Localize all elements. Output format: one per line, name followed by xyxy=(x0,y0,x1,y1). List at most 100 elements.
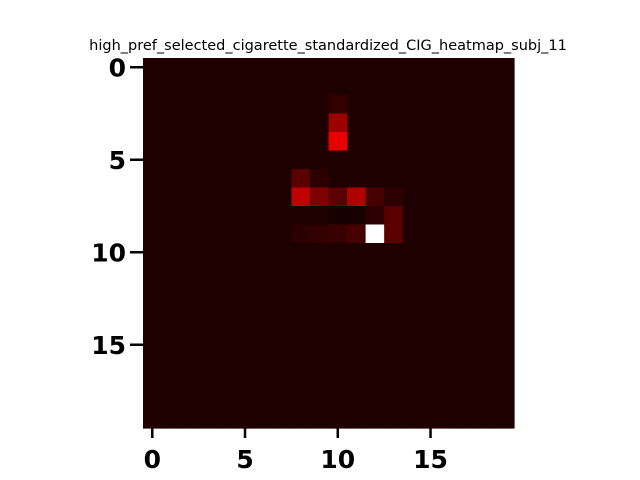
heatmap-cell xyxy=(476,169,497,189)
heatmap-cell xyxy=(421,335,441,355)
heatmap-cell xyxy=(328,132,348,152)
heatmap-cell xyxy=(439,76,459,96)
heatmap-cell xyxy=(272,58,292,78)
heatmap-cell xyxy=(476,132,497,152)
heatmap-cell xyxy=(143,187,163,207)
heatmap-cell xyxy=(217,76,237,96)
heatmap-cell xyxy=(384,132,404,152)
heatmap-cell xyxy=(235,95,255,115)
heatmap-cell xyxy=(180,354,200,374)
heatmap-cell xyxy=(402,150,422,170)
heatmap-cell xyxy=(217,224,237,244)
heatmap-cell xyxy=(495,354,515,374)
heatmap-cell xyxy=(235,113,255,133)
heatmap-cell xyxy=(254,409,274,429)
heatmap-cell xyxy=(384,298,404,318)
heatmap-cell xyxy=(421,372,441,392)
heatmap-cell xyxy=(384,150,404,170)
heatmap-cell xyxy=(235,354,255,374)
heatmap-cell xyxy=(272,76,292,96)
heatmap-cell xyxy=(421,354,441,374)
chart-title: high_pref_selected_cigarette_standardize… xyxy=(89,38,567,54)
heatmap-cell xyxy=(309,372,330,392)
heatmap-cell xyxy=(235,372,255,392)
heatmap-cell xyxy=(421,76,441,96)
heatmap-cell xyxy=(291,95,311,115)
heatmap-cell xyxy=(476,261,497,281)
heatmap-cell xyxy=(328,261,348,281)
heatmap-cell xyxy=(254,58,274,78)
heatmap-cell xyxy=(495,298,515,318)
heatmap-cell xyxy=(235,243,255,263)
heatmap-cell xyxy=(365,372,385,392)
heatmap-cell xyxy=(272,187,292,207)
y-tick-label: 15 xyxy=(91,331,126,360)
heatmap-cell xyxy=(254,76,274,96)
heatmap-cell xyxy=(402,95,422,115)
heatmap-cell xyxy=(309,76,330,96)
heatmap-cell xyxy=(161,95,181,115)
heatmap-cell xyxy=(217,409,237,429)
heatmap-cell xyxy=(439,150,459,170)
heatmap-cell xyxy=(384,76,404,96)
heatmap-cell xyxy=(161,132,181,152)
heatmap-cell xyxy=(180,224,200,244)
heatmap-cell xyxy=(347,335,367,355)
heatmap-cell xyxy=(291,150,311,170)
heatmap-cell xyxy=(384,335,404,355)
heatmap-cell xyxy=(254,298,274,318)
heatmap-cell xyxy=(291,354,311,374)
heatmap-cell xyxy=(254,243,274,263)
heatmap-cell xyxy=(309,391,330,411)
heatmap-cell xyxy=(180,298,200,318)
heatmap-cell xyxy=(309,298,330,318)
heatmap-cell xyxy=(458,95,478,115)
heatmap-cell xyxy=(476,150,497,170)
heatmap-cell xyxy=(198,335,218,355)
heatmap-cell xyxy=(384,187,404,207)
heatmap-cell xyxy=(328,372,348,392)
heatmap-cell xyxy=(235,58,255,78)
heatmap-cell xyxy=(328,150,348,170)
heatmap-cell xyxy=(458,261,478,281)
heatmap-cell xyxy=(161,206,181,226)
heatmap-cell xyxy=(439,206,459,226)
heatmap-cell xyxy=(180,76,200,96)
heatmap-cell xyxy=(217,187,237,207)
heatmap-cell xyxy=(291,372,311,392)
heatmap-cell xyxy=(495,409,515,429)
heatmap-cell xyxy=(458,113,478,133)
heatmap-cell xyxy=(161,243,181,263)
heatmap-cell xyxy=(476,224,497,244)
heatmap-cell xyxy=(421,298,441,318)
heatmap-cell xyxy=(328,76,348,96)
heatmap-cell xyxy=(272,354,292,374)
heatmap-cell xyxy=(143,298,163,318)
heatmap-cell xyxy=(495,113,515,133)
heatmap-cell xyxy=(328,335,348,355)
heatmap-cell xyxy=(439,335,459,355)
heatmap-cell xyxy=(365,409,385,429)
heatmap-cell xyxy=(476,409,497,429)
heatmap-cell xyxy=(439,95,459,115)
heatmap-cell xyxy=(384,409,404,429)
heatmap-cell xyxy=(476,58,497,78)
heatmap-cell xyxy=(309,113,330,133)
heatmap-cell xyxy=(365,113,385,133)
heatmap-cell xyxy=(347,298,367,318)
heatmap-cell xyxy=(439,317,459,337)
heatmap-cell xyxy=(291,243,311,263)
heatmap-cell xyxy=(143,335,163,355)
heatmap-cell xyxy=(235,206,255,226)
heatmap-cell xyxy=(235,187,255,207)
y-tick-label: 10 xyxy=(91,238,126,267)
heatmap-cell xyxy=(143,95,163,115)
heatmap-cell xyxy=(180,58,200,78)
heatmap-cell xyxy=(235,132,255,152)
heatmap-cell xyxy=(421,224,441,244)
heatmap-cell xyxy=(495,150,515,170)
heatmap-cell xyxy=(476,372,497,392)
heatmap-cell xyxy=(458,391,478,411)
heatmap-cell xyxy=(384,58,404,78)
heatmap-cell xyxy=(439,187,459,207)
